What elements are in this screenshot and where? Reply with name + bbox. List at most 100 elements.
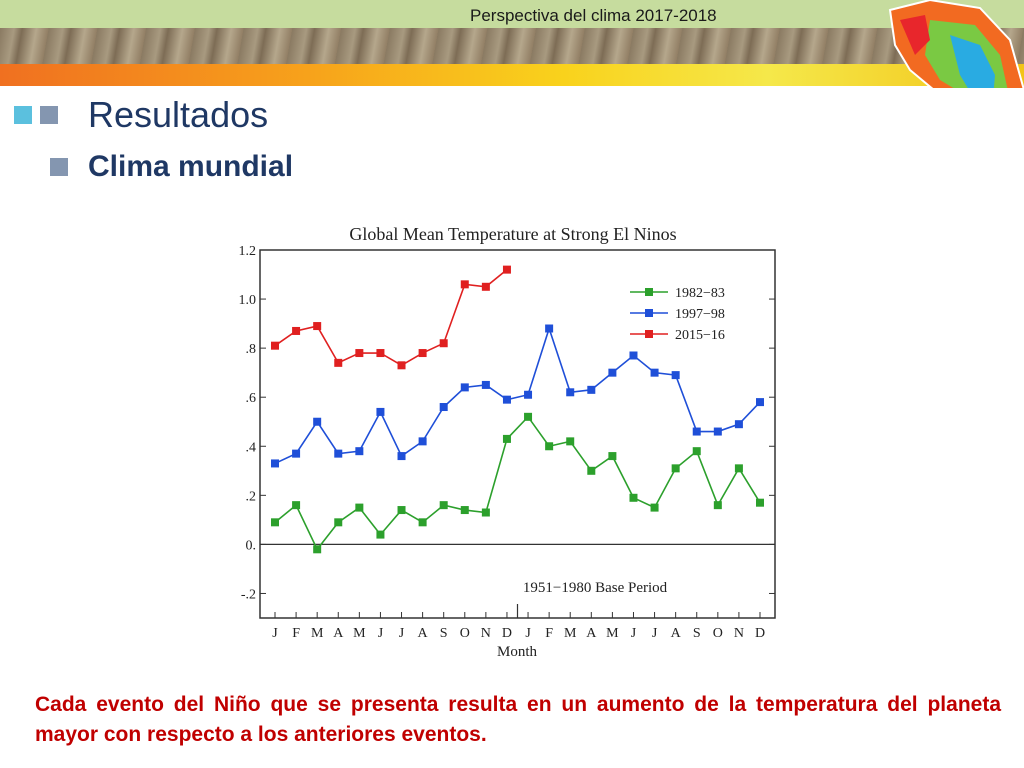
data-point	[524, 390, 533, 399]
caption-text: Cada evento del Niño que se presenta res…	[35, 693, 1001, 746]
data-point	[650, 503, 659, 512]
data-point	[418, 518, 427, 527]
x-tick-label: M	[353, 626, 366, 641]
x-tick-label: F	[545, 626, 553, 641]
data-point	[271, 518, 279, 527]
banner-heat-strip	[0, 64, 1024, 86]
x-tick-label: M	[564, 626, 577, 641]
data-point	[756, 498, 764, 507]
y-tick-label: .4	[246, 440, 257, 455]
data-point	[566, 437, 575, 446]
y-tick-label: 1.2	[239, 244, 257, 259]
data-point	[397, 361, 406, 370]
data-point	[692, 447, 701, 456]
x-tick-label: O	[713, 626, 723, 641]
data-point	[587, 385, 596, 394]
data-point	[334, 518, 343, 527]
x-tick-label: J	[652, 626, 658, 641]
costa-rica-map-icon	[888, 0, 1024, 88]
x-tick-label: M	[606, 626, 619, 641]
slide-title: Resultados	[88, 94, 269, 135]
data-point	[460, 383, 469, 392]
data-point	[524, 412, 533, 421]
x-tick-label: A	[333, 626, 344, 641]
data-point	[376, 407, 385, 416]
x-tick-label: J	[399, 626, 405, 641]
x-tick-label: J	[378, 626, 384, 641]
x-tick-label: J	[631, 626, 637, 641]
x-tick-label: D	[755, 626, 765, 641]
x-tick-label: J	[272, 626, 278, 641]
data-point	[481, 282, 490, 291]
series-1982−83	[271, 412, 764, 554]
y-tick-label: .2	[246, 489, 257, 504]
x-tick-label: N	[734, 626, 744, 641]
data-point	[355, 349, 364, 358]
data-point	[734, 420, 743, 429]
data-point	[545, 442, 554, 451]
y-tick-label: -.2	[241, 587, 256, 602]
temperature-chart: Global Mean Temperature at Strong El Nin…	[205, 210, 790, 665]
x-tick-label: D	[502, 626, 512, 641]
data-point	[502, 434, 511, 443]
data-point	[292, 501, 301, 510]
data-point	[629, 351, 638, 360]
data-point	[418, 349, 427, 358]
legend-marker	[645, 330, 653, 338]
y-tick-label: .6	[246, 391, 257, 406]
series-layer	[271, 265, 764, 554]
data-point	[271, 459, 279, 468]
x-tick-label: S	[440, 626, 448, 641]
data-point	[355, 447, 364, 456]
data-point	[313, 322, 322, 331]
y-tick-label: .8	[246, 342, 257, 357]
slide-subtitle: Clima mundial	[88, 150, 294, 183]
data-point	[460, 506, 469, 515]
series-2015−16	[271, 265, 511, 370]
data-point	[355, 503, 364, 512]
x-tick-label: M	[311, 626, 324, 641]
header-title: Perspectiva del clima 2017-2018	[470, 6, 717, 25]
x-tick-label: F	[292, 626, 300, 641]
x-tick-label: S	[693, 626, 701, 641]
chart-title: Global Mean Temperature at Strong El Nin…	[349, 224, 676, 244]
legend-label: 1997−98	[675, 307, 725, 322]
data-point	[292, 449, 301, 458]
x-tick-label: A	[586, 626, 597, 641]
legend-marker	[645, 288, 653, 296]
data-point	[397, 506, 406, 515]
banner-band	[0, 0, 1024, 28]
legend-label: 1982−83	[675, 286, 725, 301]
data-point	[418, 437, 427, 446]
data-point	[734, 464, 743, 473]
bullet-square-gray	[50, 158, 68, 176]
x-tick-label: O	[460, 626, 470, 641]
x-axis-label: Month	[497, 644, 538, 660]
data-point	[292, 326, 301, 335]
data-point	[713, 501, 722, 510]
data-point	[545, 324, 554, 333]
bullet-square-gray	[40, 106, 58, 124]
x-tick-label: N	[481, 626, 491, 641]
data-point	[334, 449, 343, 458]
data-point	[629, 493, 638, 502]
data-point	[460, 280, 469, 289]
data-point	[271, 341, 279, 350]
data-point	[713, 427, 722, 436]
data-point	[439, 339, 448, 348]
y-tick-label: 1.0	[239, 293, 257, 308]
data-point	[692, 427, 701, 436]
data-point	[671, 371, 680, 380]
chart-background	[205, 210, 790, 665]
data-point	[397, 452, 406, 461]
x-tick-label: J	[525, 626, 531, 641]
legend-label: 2015−16	[675, 328, 725, 343]
data-point	[439, 501, 448, 510]
data-point	[502, 265, 511, 274]
y-axis: 1.2 1.0 .8 .6 .4 .2 0. -.2	[239, 244, 775, 602]
data-point	[376, 349, 385, 358]
x-tick-label: A	[671, 626, 682, 641]
y-tick-label: 0.	[246, 538, 257, 553]
data-point	[608, 368, 617, 377]
